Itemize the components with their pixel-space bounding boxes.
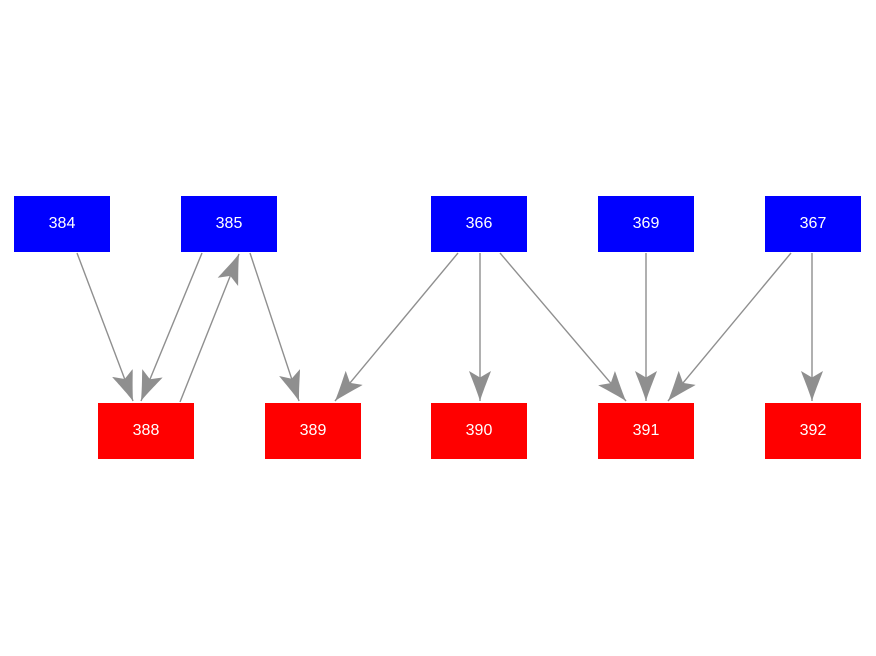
- edge-385-to-389: [249, 252, 301, 402]
- node-label: 384: [48, 215, 76, 232]
- node-388[interactable]: 388: [98, 403, 194, 459]
- edge-366-to-391: [499, 252, 627, 402]
- node-label: 392: [799, 422, 827, 439]
- node-label: 366: [465, 215, 493, 232]
- node-label: 385: [215, 215, 243, 232]
- node-390[interactable]: 390: [431, 403, 527, 459]
- edge-366-to-389: [334, 252, 459, 402]
- edge-384-to-388: [76, 252, 134, 402]
- node-label: 390: [465, 422, 493, 439]
- node-label: 367: [799, 215, 827, 232]
- node-392[interactable]: 392: [765, 403, 861, 459]
- node-label: 391: [632, 422, 660, 439]
- node-label: 389: [299, 422, 327, 439]
- node-367[interactable]: 367: [765, 196, 861, 252]
- node-label: 369: [632, 215, 660, 232]
- node-389[interactable]: 389: [265, 403, 361, 459]
- node-384[interactable]: 384: [14, 196, 110, 252]
- edge-388-to-385: [179, 253, 240, 403]
- node-385[interactable]: 385: [181, 196, 277, 252]
- node-label: 388: [132, 422, 160, 439]
- edge-367-to-391: [667, 252, 792, 402]
- node-391[interactable]: 391: [598, 403, 694, 459]
- node-369[interactable]: 369: [598, 196, 694, 252]
- node-366[interactable]: 366: [431, 196, 527, 252]
- edge-385-to-388: [140, 252, 203, 402]
